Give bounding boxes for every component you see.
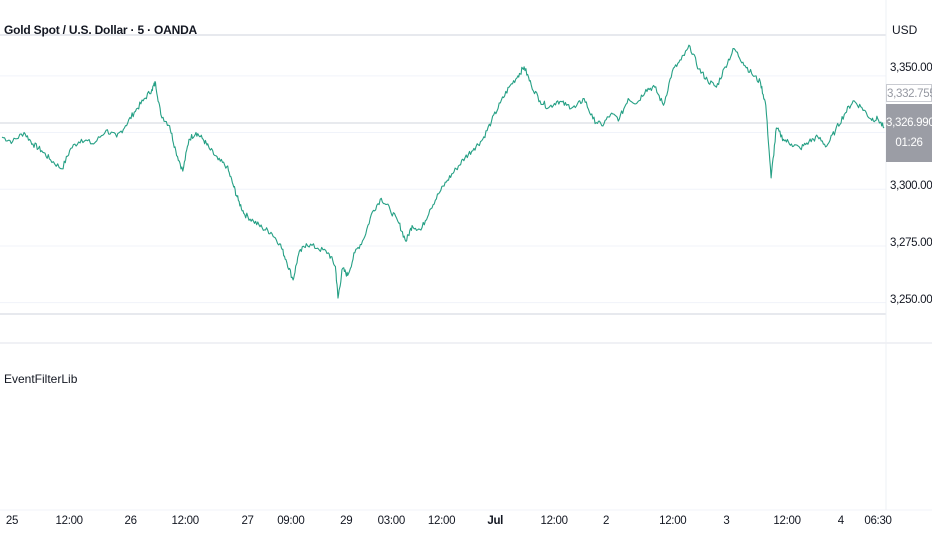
time-tick-label: 29 [340, 515, 353, 527]
time-tick-label: 25 [5, 515, 19, 527]
time-tick-label: 27 [241, 515, 254, 527]
time-tick-label: 03:00 [377, 515, 406, 527]
bar-countdown: 01:26 [895, 137, 923, 149]
price-tick-label: 3,275.000 [890, 237, 932, 249]
price-line [1, 44, 885, 299]
time-tick-label: 4 [837, 515, 844, 527]
time-tick-label: 12:00 [427, 515, 456, 527]
currency-label[interactable]: USD [892, 23, 918, 37]
time-tick-label: Jul [487, 515, 504, 527]
time-tick-label: 12:00 [659, 515, 687, 527]
price-tick-label: 3,250.000 [890, 294, 932, 306]
previous-close-badge: 3,332.755 [886, 84, 932, 102]
time-tick-label: 12:00 [540, 515, 568, 527]
last-price-badge: 3,326.990 01:26 [886, 104, 932, 162]
time-tick-label: 3 [723, 515, 730, 527]
last-price-value: 3,326.990 [886, 117, 932, 129]
symbol-title[interactable]: Gold Spot / U.S. Dollar · 5 · OANDA [4, 23, 198, 37]
indicator-label[interactable]: EventFilterLib [4, 372, 78, 386]
time-tick-label: 12:00 [55, 515, 84, 527]
price-series [1, 44, 885, 299]
price-grid [0, 75, 886, 304]
time-tick-label: 06:30 [864, 515, 892, 527]
time-tick-label: 12:00 [773, 515, 801, 527]
price-tick-label: 3,350.000 [890, 62, 932, 74]
time-tick-label: 12:00 [171, 515, 200, 527]
time-tick-label: 09:00 [277, 515, 305, 527]
time-tick-label: 26 [124, 515, 138, 527]
time-tick-label: 2 [603, 515, 610, 527]
price-tick-label: 3,300.000 [890, 180, 932, 192]
